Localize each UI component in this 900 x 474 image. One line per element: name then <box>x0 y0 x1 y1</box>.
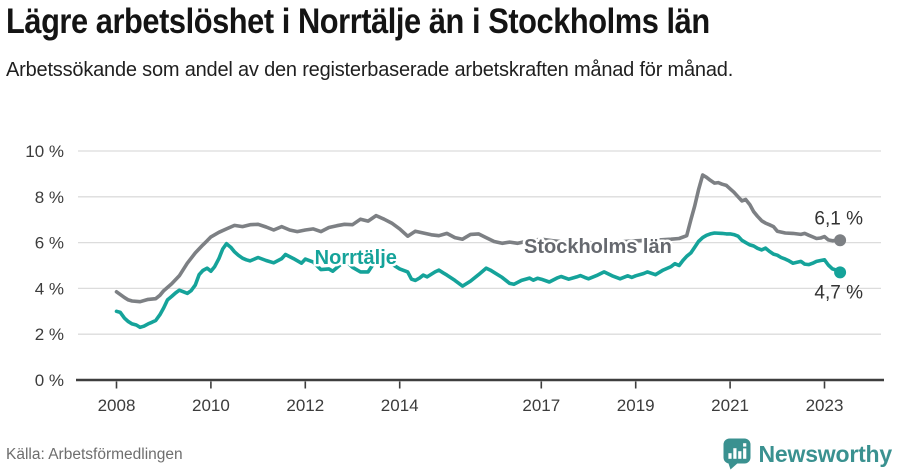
y-tick-label: 0 % <box>35 371 64 390</box>
x-tick-label: 2021 <box>711 396 749 415</box>
series-inline-label: Stockholms län <box>524 236 672 258</box>
y-tick-label: 4 % <box>35 279 64 298</box>
newsworthy-speech-bubble-icon <box>723 438 751 470</box>
x-tick-label: 2014 <box>381 396 419 415</box>
bar-medium <box>737 451 741 459</box>
x-tick-label: 2010 <box>192 396 230 415</box>
bar-small <box>727 453 732 459</box>
source-note: Källa: Arbetsförmedlingen <box>6 446 183 463</box>
exclamation-dot <box>742 443 746 447</box>
y-tick-label: 6 % <box>35 234 64 253</box>
x-tick-label: 2012 <box>286 396 324 415</box>
series-end-value-label: 6,1 % <box>814 208 863 229</box>
series-inline-label: Norrtälje <box>315 247 397 269</box>
chart-title: Lägre arbetslöshet i Norrtälje än i Stoc… <box>6 2 710 41</box>
y-tick-label: 2 % <box>35 325 64 344</box>
series-end-dot <box>834 234 847 247</box>
newsworthy-wordmark: Newsworthy <box>758 440 893 467</box>
y-tick-label: 8 % <box>35 188 64 207</box>
bar-tall <box>732 448 737 459</box>
newsworthy-logo: Newsworthy <box>723 438 892 470</box>
series-end-dot <box>834 266 847 279</box>
x-tick-label: 2023 <box>806 396 844 415</box>
series-end-value-label: 4,7 % <box>814 282 863 303</box>
x-tick-label: 2017 <box>522 396 560 415</box>
x-tick-label: 2008 <box>98 396 136 415</box>
y-tick-label: 10 % <box>25 142 64 161</box>
series-line-stockholms-l-n <box>114 173 842 304</box>
series-line-norrt-lje <box>114 231 842 330</box>
chart-subtitle: Arbetssökande som andel av den registerb… <box>6 59 734 81</box>
x-tick-label: 2019 <box>617 396 655 415</box>
exclamation-bar <box>742 448 746 459</box>
unemployment-line-chart: 0 % 2 % 4 % 6 % 8 % 10 % 2008 2010 2012 2014 2017 2… <box>25 142 884 415</box>
